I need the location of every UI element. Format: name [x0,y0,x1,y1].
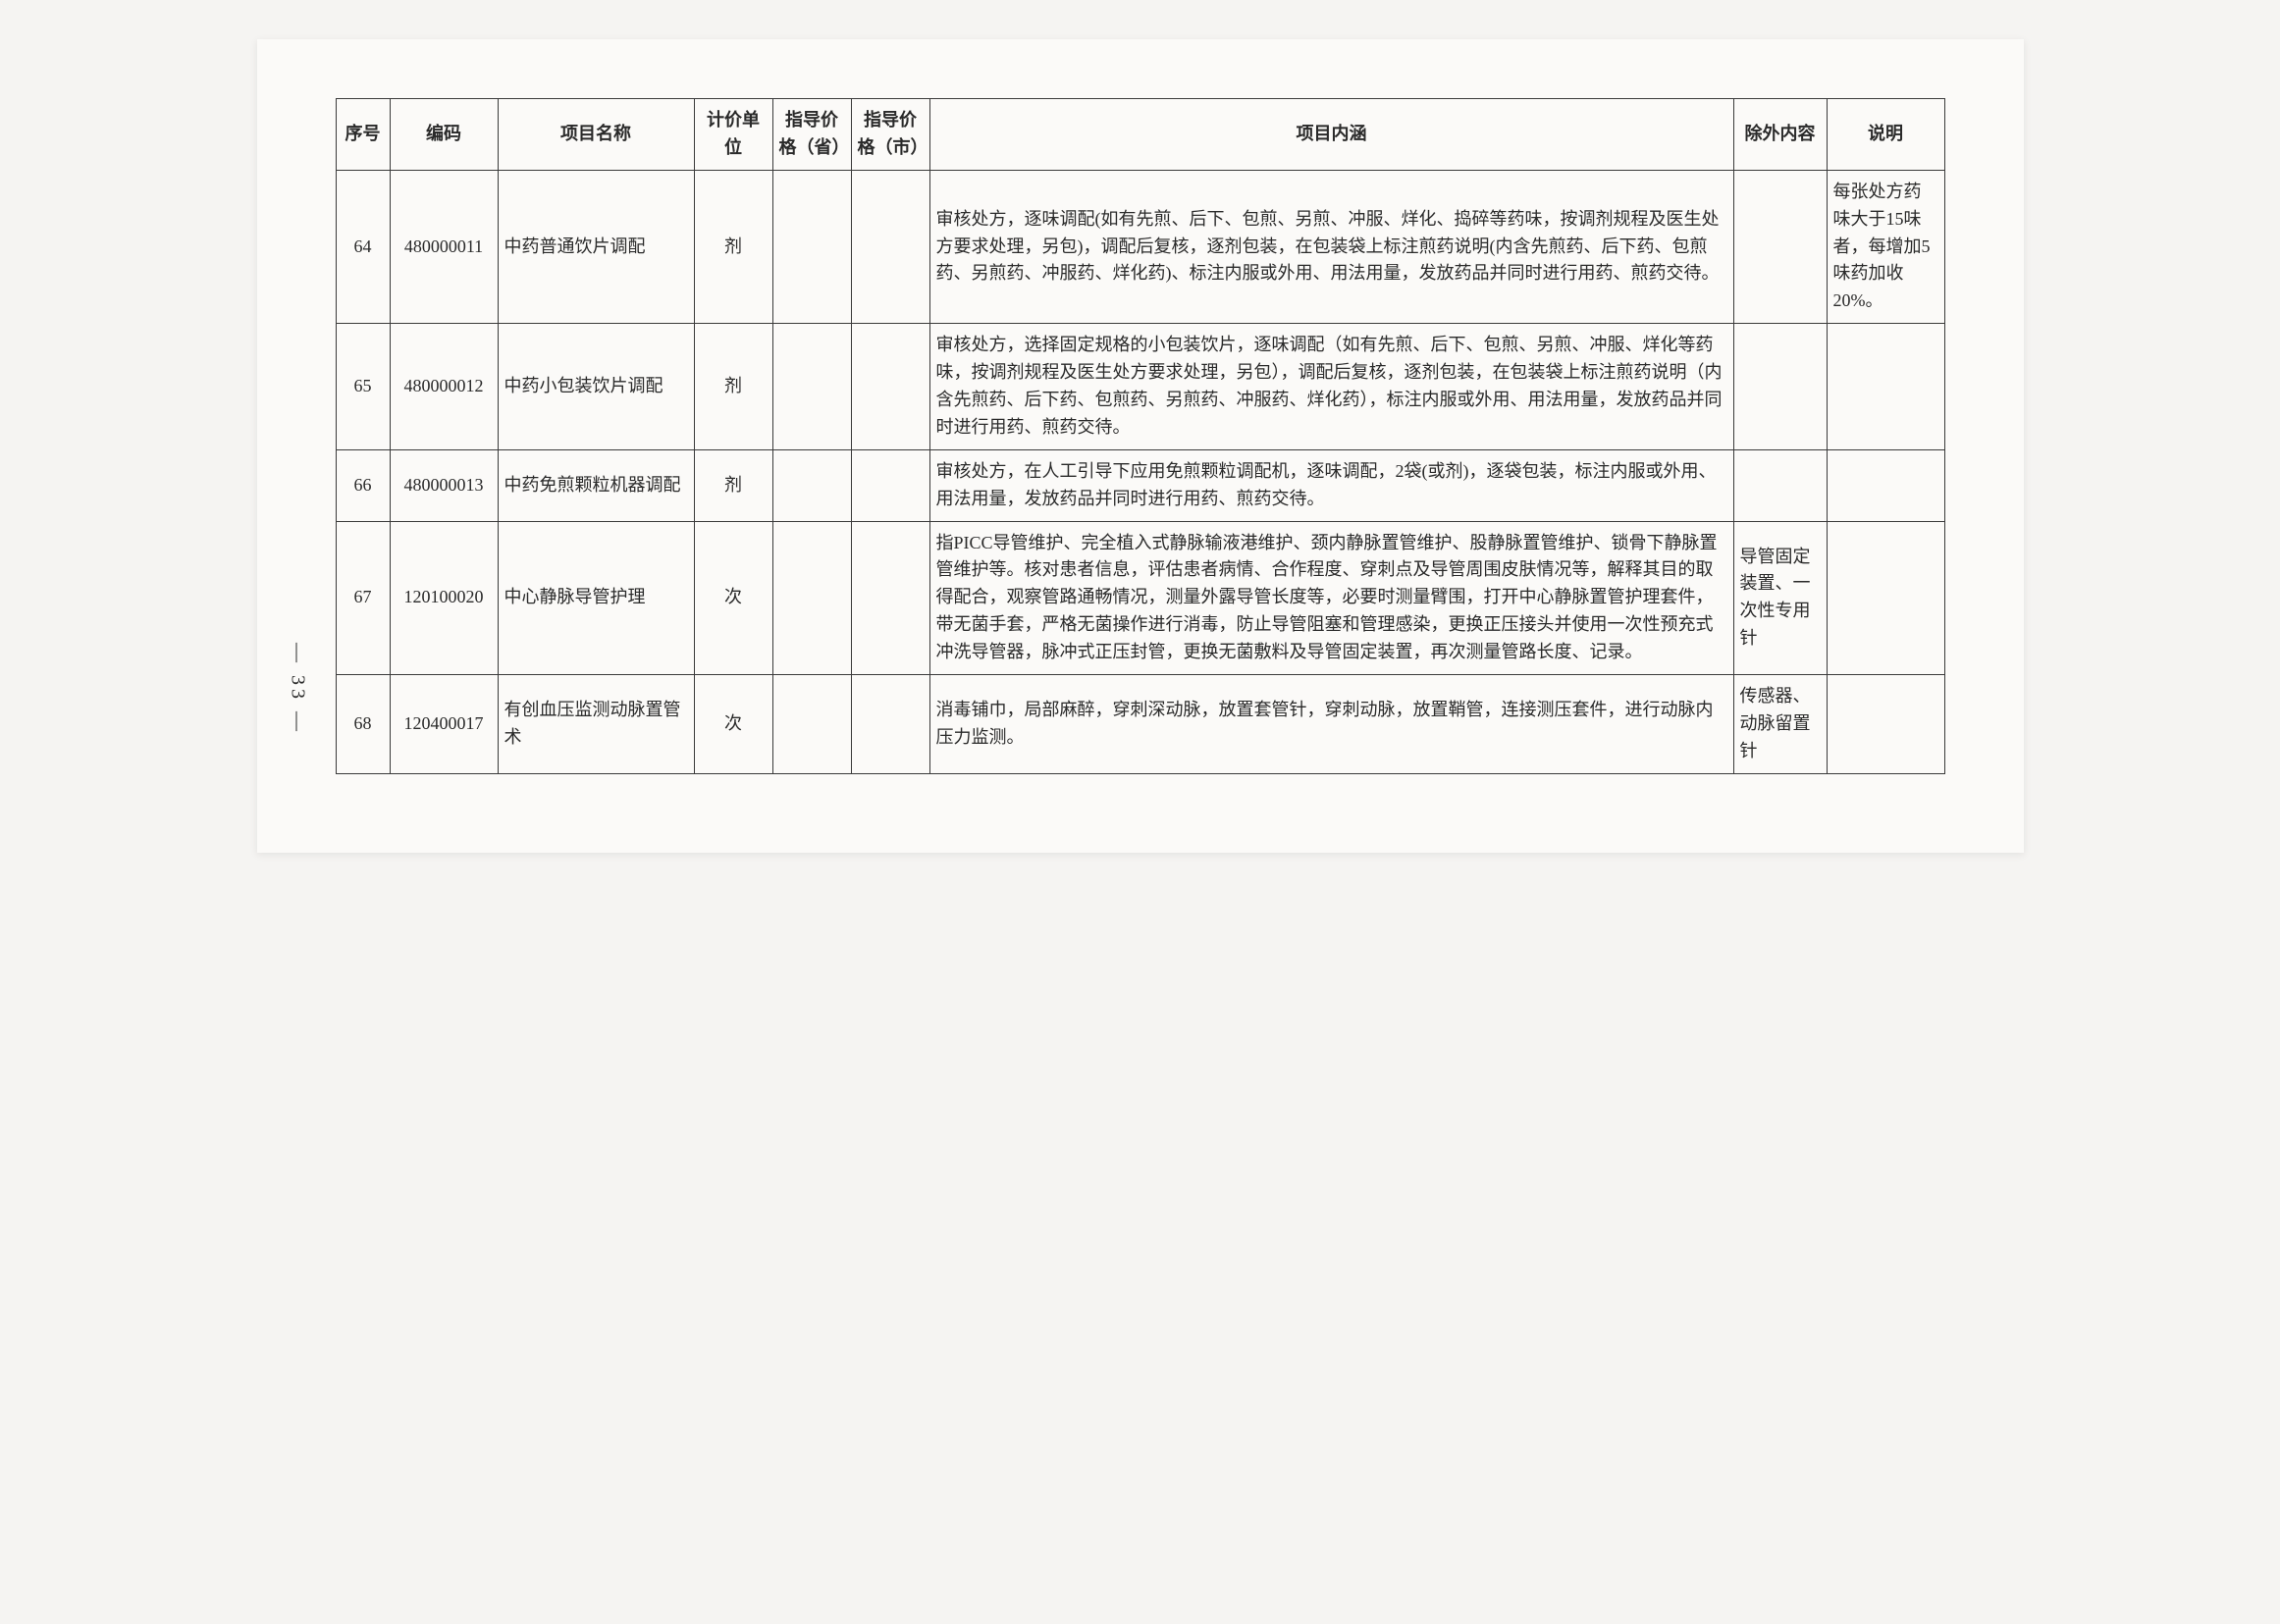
cell-name: 中药免煎颗粒机器调配 [498,449,694,521]
cell-unit: 剂 [694,324,772,450]
cell-price-prov [772,449,851,521]
cell-seq: 64 [336,170,390,323]
cell-code: 120400017 [390,675,498,774]
cell-unit: 剂 [694,449,772,521]
cell-unit: 剂 [694,170,772,323]
cell-code: 480000012 [390,324,498,450]
cell-note [1827,521,1944,674]
col-header-seq: 序号 [336,99,390,171]
cell-unit: 次 [694,521,772,674]
cell-content: 审核处方，在人工引导下应用免煎颗粒调配机，逐味调配，2袋(或剂)，逐袋包装，标注… [929,449,1733,521]
cell-content: 指PICC导管维护、完全植入式静脉输液港维护、颈内静脉置管维护、股静脉置管维护、… [929,521,1733,674]
cell-note [1827,324,1944,450]
cell-exclude: 传感器、动脉留置针 [1733,675,1827,774]
cell-exclude [1733,170,1827,323]
cell-note [1827,675,1944,774]
cell-price-city [851,449,929,521]
cell-seq: 68 [336,675,390,774]
col-header-name: 项目名称 [498,99,694,171]
cell-code: 120100020 [390,521,498,674]
cell-unit: 次 [694,675,772,774]
col-header-content: 项目内涵 [929,99,1733,171]
col-header-price-prov: 指导价格（省） [772,99,851,171]
cell-price-city [851,170,929,323]
cell-content: 审核处方，选择固定规格的小包装饮片，逐味调配（如有先煎、后下、包煎、另煎、冲服、… [929,324,1733,450]
cell-price-city [851,675,929,774]
col-header-code: 编码 [390,99,498,171]
table-row: 66 480000013 中药免煎颗粒机器调配 剂 审核处方，在人工引导下应用免… [336,449,1944,521]
cell-price-prov [772,675,851,774]
table-row: 64 480000011 中药普通饮片调配 剂 审核处方，逐味调配(如有先煎、后… [336,170,1944,323]
pricing-table: 序号 编码 项目名称 计价单位 指导价格（省） 指导价格（市） 项目内涵 除外内… [336,98,1945,774]
cell-exclude [1733,324,1827,450]
cell-name: 中药普通饮片调配 [498,170,694,323]
document-page: 序号 编码 项目名称 计价单位 指导价格（省） 指导价格（市） 项目内涵 除外内… [257,39,2024,853]
cell-note: 每张处方药味大于15味者，每增加5味药加收20%。 [1827,170,1944,323]
cell-seq: 66 [336,449,390,521]
cell-price-prov [772,170,851,323]
cell-price-prov [772,324,851,450]
col-header-price-city: 指导价格（市） [851,99,929,171]
col-header-unit: 计价单位 [694,99,772,171]
page-number: — 33 — [287,643,309,735]
cell-seq: 65 [336,324,390,450]
cell-price-city [851,521,929,674]
cell-name: 中药小包装饮片调配 [498,324,694,450]
table-body: 64 480000011 中药普通饮片调配 剂 审核处方，逐味调配(如有先煎、后… [336,170,1944,773]
table-row: 68 120400017 有创血压监测动脉置管术 次 消毒铺巾，局部麻醉，穿刺深… [336,675,1944,774]
cell-content: 消毒铺巾，局部麻醉，穿刺深动脉，放置套管针，穿刺动脉，放置鞘管，连接测压套件，进… [929,675,1733,774]
cell-code: 480000013 [390,449,498,521]
cell-price-city [851,324,929,450]
cell-exclude: 导管固定装置、一次性专用针 [1733,521,1827,674]
cell-name: 中心静脉导管护理 [498,521,694,674]
col-header-note: 说明 [1827,99,1944,171]
cell-seq: 67 [336,521,390,674]
cell-note [1827,449,1944,521]
table-header-row: 序号 编码 项目名称 计价单位 指导价格（省） 指导价格（市） 项目内涵 除外内… [336,99,1944,171]
cell-content: 审核处方，逐味调配(如有先煎、后下、包煎、另煎、冲服、烊化、捣碎等药味，按调剂规… [929,170,1733,323]
col-header-exclude: 除外内容 [1733,99,1827,171]
cell-price-prov [772,521,851,674]
table-row: 67 120100020 中心静脉导管护理 次 指PICC导管维护、完全植入式静… [336,521,1944,674]
cell-exclude [1733,449,1827,521]
cell-name: 有创血压监测动脉置管术 [498,675,694,774]
table-row: 65 480000012 中药小包装饮片调配 剂 审核处方，选择固定规格的小包装… [336,324,1944,450]
cell-code: 480000011 [390,170,498,323]
